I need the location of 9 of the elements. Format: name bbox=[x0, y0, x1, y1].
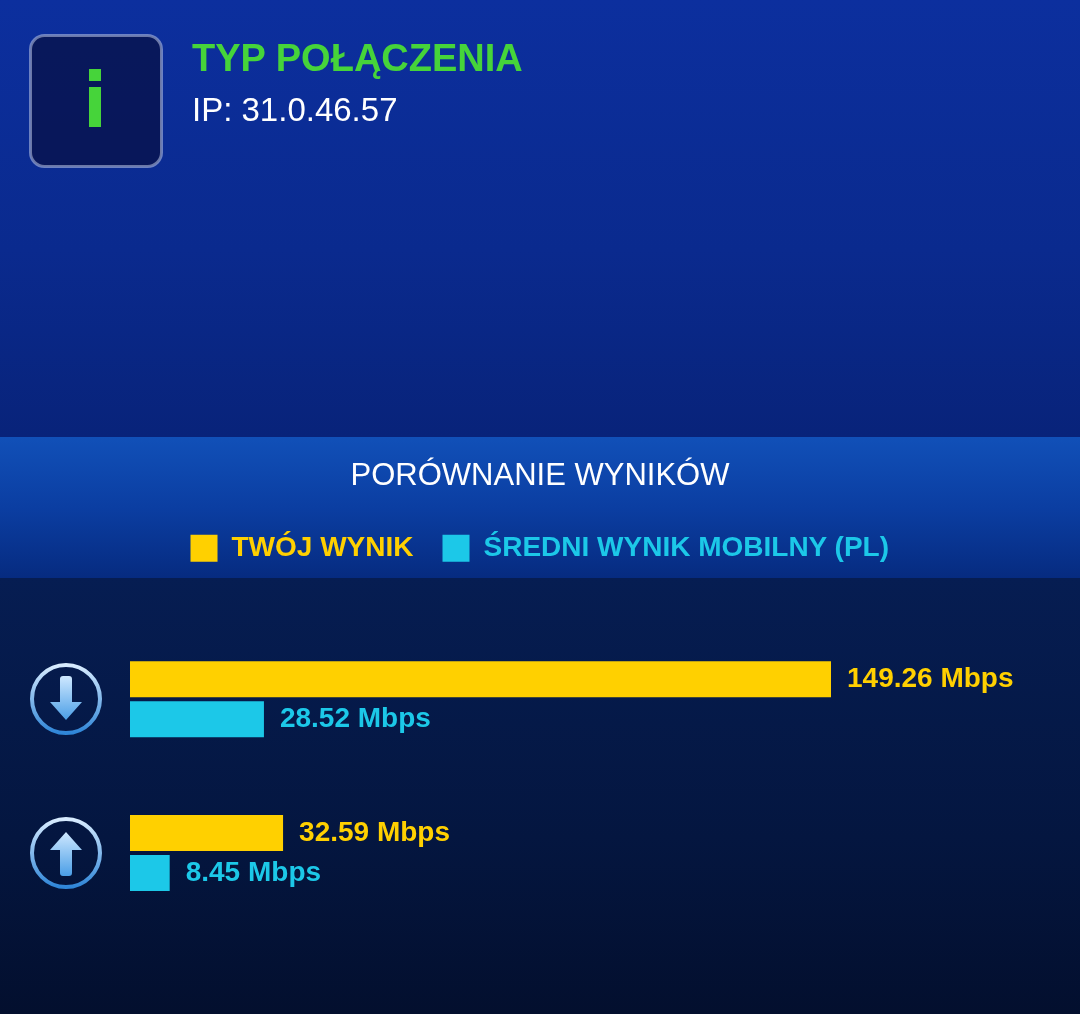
data-label: 8.45 Mbps bbox=[185, 855, 322, 887]
chart-title: PORÓWNANIE WYNIKÓW bbox=[350, 457, 731, 493]
data-label: 32.59 Mbps bbox=[299, 815, 451, 847]
legend-label: ŚREDNI WYNIK MOBILNY (PL) bbox=[483, 530, 889, 562]
data-label: 149.26 Mbps bbox=[847, 661, 1014, 693]
text: IP: 31.0.46.57 bbox=[192, 91, 398, 129]
data-label: 28.52 Mbps bbox=[279, 701, 431, 733]
legend-label: TWÓJ WYNIK bbox=[231, 530, 414, 562]
text: TYP POŁĄCZENIA bbox=[192, 37, 523, 80]
